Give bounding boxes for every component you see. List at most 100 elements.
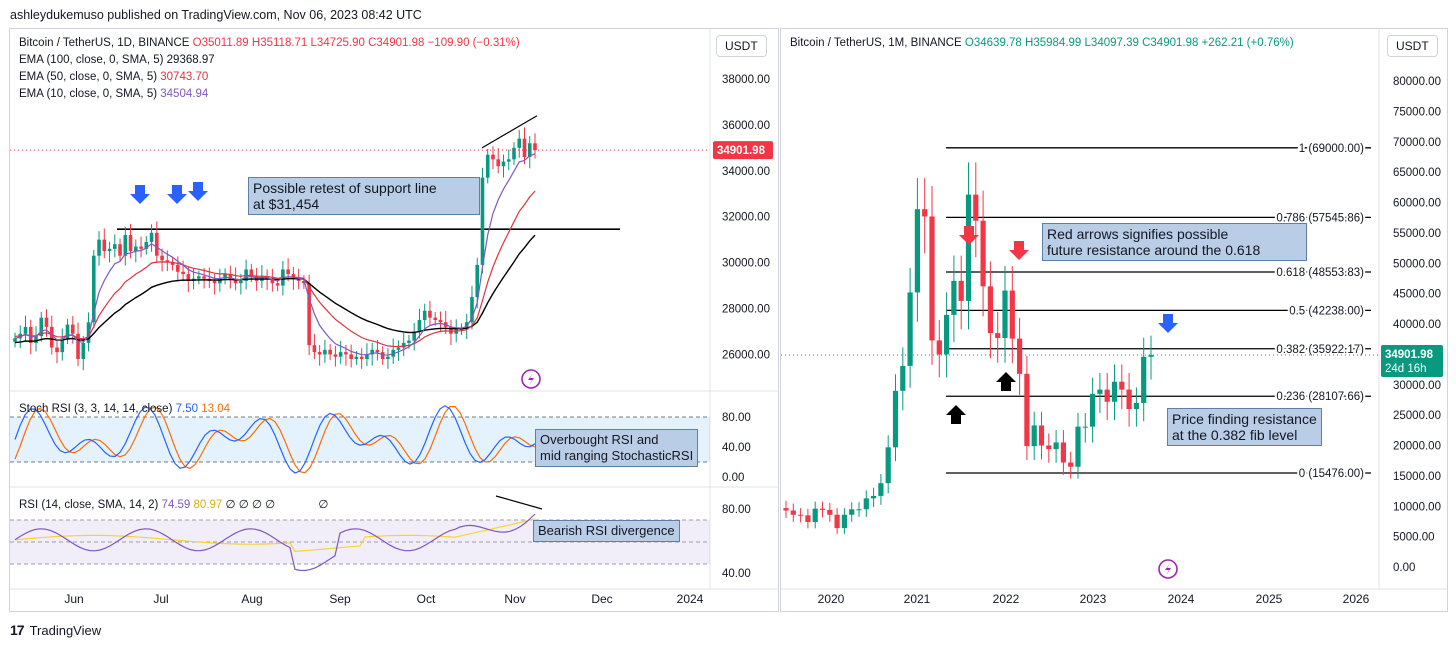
last-price-badge <box>713 141 773 160</box>
ema100-value: 29368.97 <box>166 54 215 66</box>
daily-candle <box>60 338 65 353</box>
stoch-rsi-label: Stoch RSI (3, 3, 14, 14, close) <box>19 403 173 415</box>
time-tick-label: Sep <box>329 592 351 606</box>
monthly-candle <box>1060 442 1066 463</box>
monthly-candle <box>871 495 877 499</box>
monthly-candle <box>1068 462 1074 467</box>
daily-candle <box>239 280 243 284</box>
monthly-chart-canvas[interactable]: 80000.00 75000.00 70000.00 65000.00 60000.00… <box>781 29 1447 611</box>
close-value: C34901.98 <box>1142 37 1199 49</box>
daily-candle <box>128 235 133 252</box>
daily-candle <box>459 329 464 331</box>
stoch-k-value: 7.50 <box>175 403 199 415</box>
daily-candle <box>181 271 185 275</box>
monthly-candle <box>783 508 789 511</box>
monthly-candle <box>1082 426 1088 428</box>
time-tick-label: 2022 <box>993 592 1020 606</box>
red-arrows-annotation: Red arrows signifies possible future res… <box>1042 223 1307 261</box>
daily-candle <box>312 345 317 353</box>
fib-level-label: 0.236 (28107.66) <box>1276 391 1364 403</box>
daily-candle <box>223 274 227 279</box>
daily-candle <box>70 324 75 334</box>
monthly-candle <box>827 509 833 515</box>
monthly-candle <box>922 209 928 217</box>
daily-chart-panel[interactable]: 38000.00 36000.00 34000.00 32000.00 30000.00… <box>9 28 779 612</box>
monthly-candle <box>958 280 964 301</box>
rsi-legend: RSI (14, close, SMA, 14, 2) 74.59 80.97 … <box>19 497 328 513</box>
black-up-arrow-icon <box>946 405 966 424</box>
daily-candle <box>359 356 364 359</box>
rsi-empty-value: ∅ <box>318 499 329 511</box>
daily-candle <box>155 232 159 256</box>
blue-down-arrow-icon <box>130 185 150 204</box>
daily-candle <box>333 354 338 357</box>
symbol-label: Bitcoin / TetherUS, 1M, BINANCE <box>790 37 962 49</box>
monthly-candle <box>1002 290 1008 338</box>
monthly-candle <box>849 509 855 515</box>
daily-candle <box>349 354 353 359</box>
price-tick-label: 10000.00 <box>1393 501 1441 513</box>
monthly-candle <box>1017 338 1023 374</box>
monthly-candle <box>980 220 986 287</box>
lightning-event-icon-bolt <box>1165 563 1171 575</box>
daily-candle <box>491 154 495 160</box>
monthly-candle <box>987 286 993 334</box>
daily-candle <box>522 138 527 158</box>
daily-candle <box>317 352 322 355</box>
daily-candle <box>307 283 311 346</box>
daily-candle <box>407 340 411 343</box>
blue-down-arrow-icon <box>167 185 187 204</box>
monthly-candle <box>1148 354 1154 357</box>
ema100-legend: EMA (100, close, 0, SMA, 5) 29368.97 <box>19 52 215 68</box>
daily-candle <box>354 356 359 359</box>
time-tick-label: Jul <box>153 592 168 606</box>
daily-candle <box>55 347 59 353</box>
fib-level-label: 0.5 (42238.00) <box>1289 305 1364 317</box>
ema50-legend: EMA (50, close, 0, SMA, 5) 30743.70 <box>19 69 208 85</box>
ema50-line <box>14 190 536 348</box>
monthly-chart-panel[interactable]: 80000.00 75000.00 70000.00 65000.00 60000.00… <box>780 28 1448 612</box>
monthly-candle <box>914 209 920 293</box>
time-tick-label: 2020 <box>818 592 845 606</box>
footer-brand: TradingView <box>29 622 102 638</box>
currency-button[interactable]: USDT <box>1387 35 1438 57</box>
price-tick-label: 65000.00 <box>1393 167 1441 179</box>
rsi-divergence-line <box>495 495 543 510</box>
trend-line <box>481 115 538 149</box>
daily-candle <box>44 317 49 327</box>
daily-candle <box>186 274 191 281</box>
time-tick-label: 2024 <box>1168 592 1195 606</box>
low-value: L34725.90 <box>310 37 365 49</box>
price-tick-label: 30000.00 <box>722 258 770 270</box>
daily-candle <box>323 349 327 355</box>
daily-candle <box>375 349 380 353</box>
daily-candle <box>112 244 117 249</box>
daily-candle <box>365 354 369 359</box>
monthly-candle <box>1097 389 1103 394</box>
daily-candle <box>228 274 233 279</box>
monthly-candle <box>1126 389 1132 410</box>
daily-chart-canvas[interactable]: 38000.00 36000.00 34000.00 32000.00 30000.00… <box>10 29 778 611</box>
monthly-candle <box>819 508 826 510</box>
daily-candle <box>512 147 516 160</box>
time-tick-label: Nov <box>504 592 525 606</box>
price-tick-label: 80000.00 <box>1393 76 1441 88</box>
monthly-candle <box>1031 425 1037 447</box>
monthly-candle <box>798 514 804 516</box>
monthly-candle <box>995 333 1001 338</box>
fib-level-label: 0.786 (57545.86) <box>1276 212 1364 224</box>
lightning-event-icon <box>1158 559 1178 579</box>
monthly-candle <box>951 280 957 315</box>
daily-candle <box>102 239 107 252</box>
daily-candle <box>417 319 422 332</box>
monthly-candle <box>1038 425 1045 446</box>
daily-candle <box>212 280 217 284</box>
currency-button[interactable]: USDT <box>716 35 767 57</box>
stoch-tick-label: 40.00 <box>722 442 751 454</box>
daily-candle <box>338 352 343 357</box>
monthly-candle <box>834 514 840 529</box>
daily-candle <box>218 278 222 284</box>
lightning-event-icon-bolt <box>528 373 534 385</box>
daily-candle <box>170 262 175 265</box>
monthly-candle <box>841 514 847 529</box>
